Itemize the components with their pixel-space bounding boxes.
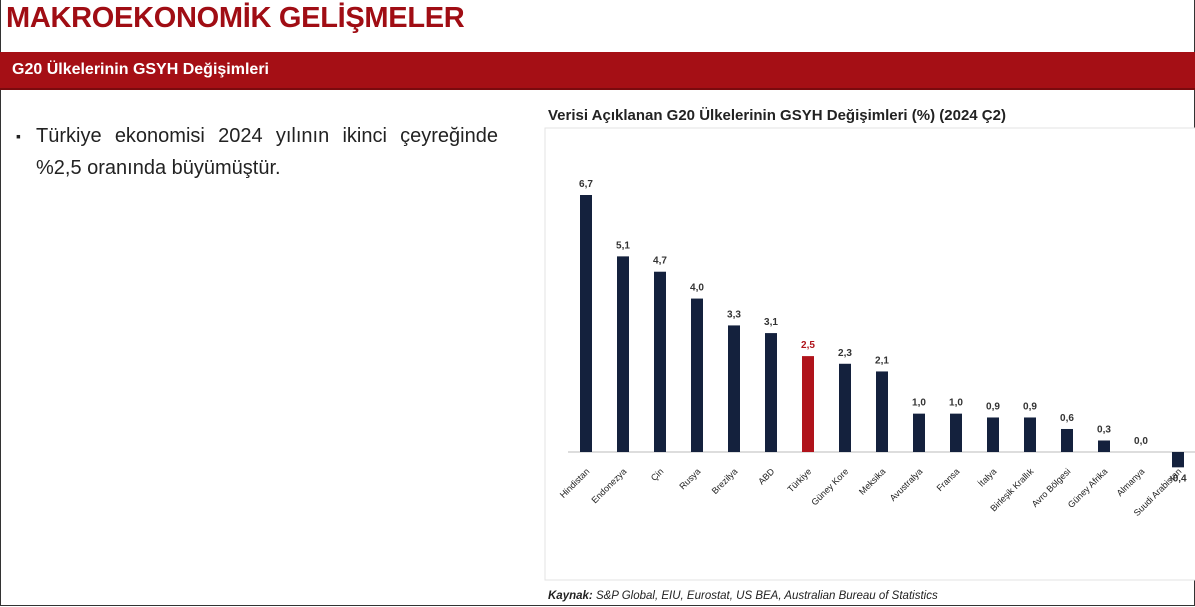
section-bar: G20 Ülkelerinin GSYH Değişimleri — [0, 52, 1195, 90]
bar — [950, 413, 962, 452]
data-label: 3,3 — [727, 309, 741, 320]
data-label: 1,0 — [949, 398, 963, 409]
data-label: 0,3 — [1097, 424, 1111, 435]
data-label: 0,0 — [1134, 436, 1148, 447]
data-label: 0,6 — [1060, 413, 1074, 424]
bar — [1172, 452, 1184, 468]
data-label: -0,4 — [1169, 473, 1187, 484]
bar — [1098, 440, 1110, 452]
chart-title: Verisi Açıklanan G20 Ülkelerinin GSYH De… — [548, 107, 1006, 124]
chart-area — [544, 127, 1195, 581]
section-title: G20 Ülkelerinin GSYH Değişimleri — [12, 61, 269, 78]
data-label: 4,0 — [690, 283, 704, 294]
data-label: 6,7 — [579, 179, 593, 190]
bar — [1024, 417, 1036, 452]
data-label: 3,1 — [764, 317, 778, 328]
data-label: 5,1 — [616, 240, 630, 251]
bar — [1061, 428, 1073, 452]
bar — [987, 417, 999, 452]
bar — [580, 195, 592, 452]
slide-title: MAKROEKONOMİK GELİŞMELER — [6, 2, 465, 34]
bar — [617, 256, 629, 452]
source-text: S&P Global, EIU, Eurostat, US BEA, Austr… — [596, 590, 938, 602]
bar — [654, 271, 666, 452]
data-label: 2,3 — [838, 348, 852, 359]
bullet-text: Türkiye ekonomisi 2024 yılının ikinci çe… — [16, 120, 498, 184]
bar — [802, 356, 814, 452]
bar — [691, 298, 703, 452]
bar — [913, 413, 925, 452]
bar — [728, 325, 740, 452]
bar — [839, 363, 851, 452]
bar — [876, 371, 888, 452]
data-label: 2,5 — [801, 340, 815, 351]
source-label: Kaynak: — [548, 590, 593, 602]
data-label: 0,9 — [986, 401, 1000, 412]
data-label: 0,9 — [1023, 401, 1037, 412]
data-label: 2,1 — [875, 355, 889, 366]
bar — [765, 333, 777, 452]
data-label: 1,0 — [912, 398, 926, 409]
source: Kaynak: S&P Global, EIU, Eurostat, US BE… — [548, 590, 938, 602]
data-label: 4,7 — [653, 256, 667, 267]
